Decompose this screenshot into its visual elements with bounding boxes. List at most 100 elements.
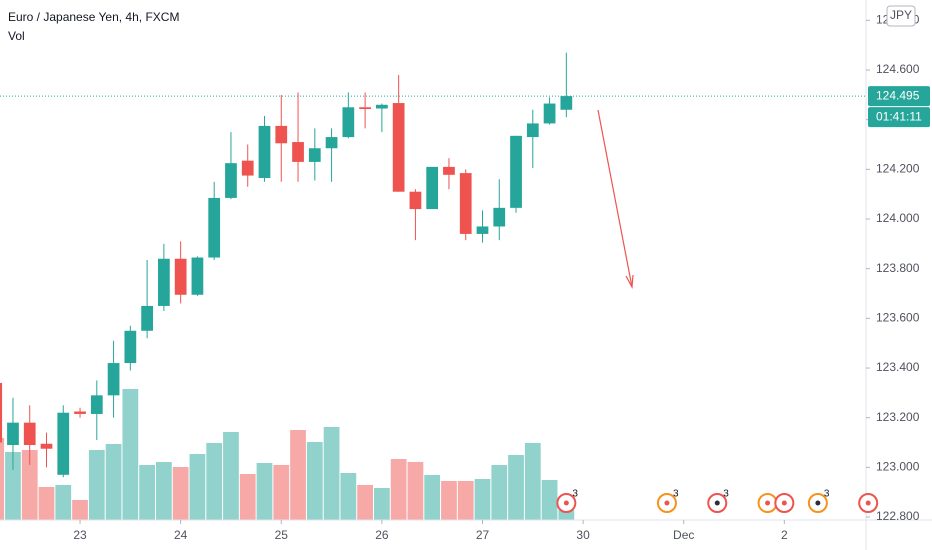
- y-tick-label: 124.600: [876, 62, 920, 76]
- volume-label: Vol: [8, 29, 25, 43]
- candle-body: [74, 411, 86, 414]
- volume-bar: [38, 487, 55, 520]
- candle-body: [141, 305, 153, 331]
- candle-body: [376, 104, 388, 109]
- volume-bar: [206, 443, 223, 520]
- volume-bar: [373, 488, 390, 520]
- event-dot: [664, 500, 670, 506]
- event-count: 3: [824, 489, 830, 500]
- volume-bar: [441, 481, 457, 520]
- volume-bar: [0, 438, 5, 520]
- last-price-box: [868, 86, 930, 107]
- volume-bar: [239, 474, 256, 520]
- candle-body: [7, 422, 19, 446]
- volume-bar: [256, 463, 273, 520]
- y-tick-label: 123.800: [876, 261, 920, 275]
- volume-bar: [21, 450, 38, 520]
- volume-bar: [290, 430, 306, 520]
- volume-bar: [457, 481, 474, 520]
- candle-body: [325, 137, 338, 149]
- y-tick-label: 124.000: [876, 211, 920, 225]
- candle-body: [359, 107, 371, 110]
- volume-bar: [306, 442, 323, 520]
- volume-bar: [273, 465, 290, 520]
- currency-label: JPY: [890, 8, 912, 22]
- drawing-arrow[interactable]: [597, 109, 633, 288]
- chart-title: Euro / Japanese Yen, 4h, FXCM: [8, 10, 179, 24]
- candle-body: [158, 258, 170, 306]
- volume-bar: [155, 462, 172, 520]
- volume-bar: [105, 444, 122, 520]
- volume-bar: [189, 454, 206, 520]
- x-tick-label: 2: [781, 528, 788, 542]
- last-price-label: 124.495: [876, 88, 920, 102]
- event-dot: [765, 500, 771, 506]
- volume-bar: [72, 500, 88, 520]
- volume-bar: [323, 427, 340, 520]
- candle-body: [308, 148, 321, 162]
- candle-body: [174, 258, 187, 295]
- event-count: 3: [723, 489, 729, 500]
- candle-body: [90, 395, 103, 414]
- countdown-box: [868, 107, 930, 128]
- candle-body: [275, 125, 288, 144]
- candle-body: [0, 382, 3, 443]
- y-tick-label: 124.200: [876, 162, 920, 176]
- candle-body: [241, 160, 254, 176]
- volume-bar: [524, 443, 541, 520]
- countdown-label: 01:41:11: [876, 109, 922, 123]
- volume-bar: [390, 459, 407, 520]
- currency-box[interactable]: [886, 5, 916, 27]
- event-dot: [781, 500, 787, 506]
- x-tick-label: 26: [375, 528, 389, 542]
- volume-bar: [172, 467, 189, 520]
- candle-body: [191, 257, 204, 295]
- candle-body: [426, 166, 439, 210]
- candle-body: [258, 125, 271, 179]
- volume-bar: [508, 455, 524, 520]
- volume-bar: [5, 452, 21, 520]
- candle-body: [543, 103, 556, 124]
- volume-bar: [55, 485, 72, 520]
- x-tick-label: 25: [275, 528, 289, 542]
- volume-bar: [88, 450, 105, 520]
- x-tick-label: 24: [174, 528, 188, 542]
- event-count: 3: [572, 489, 578, 500]
- volume-bar: [122, 389, 139, 520]
- candle-body: [409, 191, 422, 210]
- candle-body: [23, 422, 36, 446]
- candle-body: [57, 412, 70, 475]
- y-tick-label: 122.800: [876, 509, 920, 523]
- volume-bar: [357, 485, 373, 520]
- candle-body: [560, 96, 573, 110]
- candle-body: [443, 166, 455, 175]
- event-dot: [815, 500, 821, 506]
- candle-body: [292, 142, 304, 162]
- event-dot: [714, 500, 720, 506]
- candle-body: [526, 123, 539, 138]
- volume-bar: [558, 510, 575, 520]
- event-dot: [563, 500, 569, 506]
- drawing-arrow-head: [625, 274, 634, 290]
- candle-body: [476, 226, 489, 234]
- plot-area: [0, 52, 575, 520]
- volume-bar: [424, 475, 441, 520]
- y-tick-label: 123.000: [876, 460, 920, 474]
- candle-body: [208, 197, 221, 258]
- candle-body: [392, 103, 405, 192]
- x-tick-label: 27: [476, 528, 490, 542]
- volume-bar: [340, 473, 357, 520]
- y-tick-label: 123.200: [876, 410, 920, 424]
- x-tick-label: 30: [576, 528, 590, 542]
- candle-body: [225, 163, 237, 198]
- volume-bar: [491, 465, 508, 520]
- event-dot: [865, 500, 871, 506]
- candle-body: [124, 330, 137, 364]
- candle-body: [459, 173, 472, 234]
- volume-bar: [223, 432, 239, 520]
- candle-body: [107, 363, 120, 396]
- event-count: 3: [673, 489, 679, 500]
- volume-bar: [139, 465, 155, 520]
